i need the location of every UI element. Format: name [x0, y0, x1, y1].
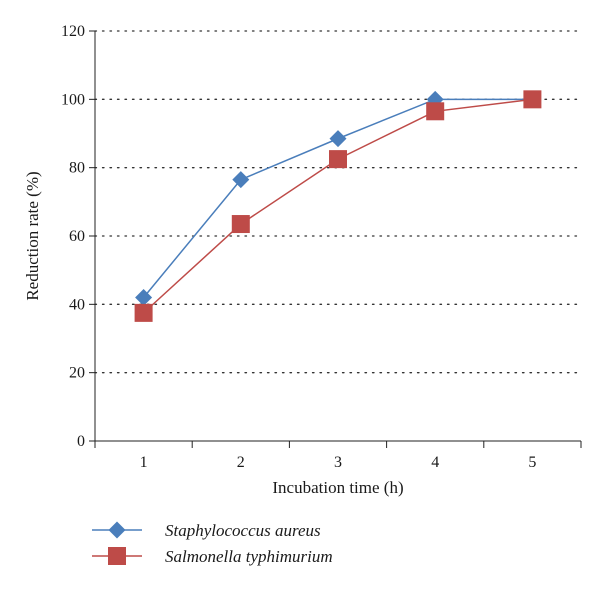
y-tick-label: 120 [61, 23, 85, 40]
x-tick-label: 2 [237, 454, 245, 471]
data-point [329, 150, 347, 169]
y-tick-label: 40 [69, 296, 85, 313]
data-point [426, 102, 445, 121]
y-tick-label: 80 [69, 160, 85, 177]
y-axis-title: Reduction rate (%) [23, 171, 42, 300]
legend-marker [108, 521, 126, 539]
x-tick-label: 4 [431, 454, 439, 471]
x-tick-label: 3 [334, 454, 342, 471]
data-point [231, 215, 250, 234]
data-point [329, 130, 347, 148]
legend-label: Salmonella typhimurium [165, 547, 333, 566]
series-2 [134, 90, 542, 322]
data-point [135, 289, 153, 306]
data-point [232, 171, 250, 189]
series-layer [134, 90, 542, 322]
legend-marker [108, 547, 126, 565]
series-1 [135, 90, 541, 306]
data-point [523, 90, 542, 109]
y-tick-label: 20 [69, 365, 85, 382]
y-tick-label: 100 [61, 91, 85, 108]
legend-label: Staphylococcus aureus [165, 521, 321, 540]
legend-item: Staphylococcus aureus [92, 521, 321, 540]
series-line [143, 98, 533, 298]
data-point [134, 303, 153, 322]
legend-item: Salmonella typhimurium [92, 547, 333, 566]
x-tick-label: 5 [528, 454, 536, 471]
legend: Staphylococcus aureus Salmonella typhimur… [92, 521, 333, 566]
x-tick-label: 1 [140, 454, 148, 471]
y-tick-label: 0 [77, 433, 85, 450]
x-axis-title: Incubation time (h) [272, 478, 403, 497]
y-tick-label: 60 [69, 228, 85, 245]
gridlines [94, 30, 582, 374]
axes: 0 20 40 60 80 100 120 1 2 3 4 5 [61, 23, 582, 471]
